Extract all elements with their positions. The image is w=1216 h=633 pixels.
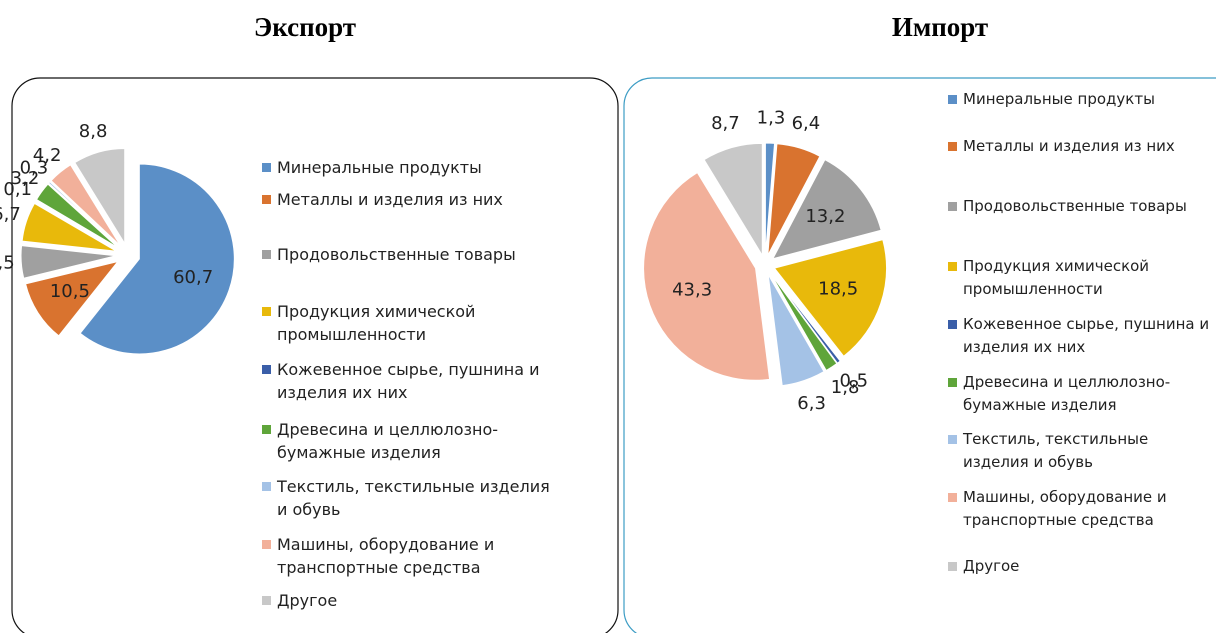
pie-slice: [48, 181, 120, 248]
legend-swatch: [948, 435, 957, 444]
legend-item: Продовольственные товары: [262, 243, 562, 266]
legend-swatch: [948, 262, 957, 271]
legend-item: Минеральные продукты: [948, 88, 1216, 111]
pie-slice: [34, 199, 118, 250]
chart-title: Импорт: [892, 12, 988, 42]
pie-slice: [703, 142, 763, 258]
legend-swatch: [948, 202, 957, 211]
legend-label: Кожевенное сырье, пушнина и изделия их н…: [277, 360, 540, 402]
data-label: 60,7: [173, 267, 213, 288]
legend-item: Продукция химической промышленности: [948, 255, 1216, 301]
legend-label: Машины, оборудование и транспортные сред…: [963, 488, 1167, 529]
data-label: 5,5: [0, 252, 15, 273]
pie-slice: [764, 142, 776, 256]
data-label: 0,3: [20, 157, 49, 178]
pie-slice: [21, 202, 117, 252]
data-label: 10,5: [50, 281, 90, 302]
pie-slice: [643, 171, 771, 381]
legend-swatch: [262, 596, 271, 605]
data-label: 6,4: [792, 113, 821, 134]
legend-label: Минеральные продукты: [963, 90, 1155, 108]
pie-slice: [35, 183, 119, 249]
legend-item: Машины, оборудование и транспортные сред…: [262, 533, 562, 579]
legend-swatch: [262, 482, 271, 491]
legend-item: Минеральные продукты: [262, 156, 562, 179]
legend-swatch: [948, 320, 957, 329]
data-label: 0,5: [839, 371, 868, 392]
legend-swatch: [262, 307, 271, 316]
legend-label: Металлы и изделия из них: [277, 190, 503, 209]
legend-swatch: [262, 195, 271, 204]
legend-item: Продукция химической промышленности: [262, 300, 562, 346]
data-label: 6,3: [797, 393, 826, 414]
legend-label: Продукция химической промышленности: [277, 302, 476, 344]
legend-label: Древесина и целлюлозно-бумажные изделия: [963, 373, 1171, 414]
legend-label: Продовольственные товары: [963, 197, 1187, 215]
data-label: 13,2: [805, 206, 845, 227]
pie-slice: [50, 164, 121, 247]
legend-swatch: [948, 493, 957, 502]
legend-swatch: [262, 163, 271, 172]
pie-slice: [771, 158, 882, 260]
legend-swatch: [948, 95, 957, 104]
data-label: 1,8: [831, 377, 860, 398]
data-label: 0,1: [3, 179, 32, 200]
legend-label: Продукция химической промышленности: [963, 257, 1150, 298]
data-label: 18,5: [818, 279, 858, 300]
pie-slice: [79, 163, 235, 355]
legend-item: Текстиль, текстильные изделия и обувь: [948, 428, 1216, 474]
pie-slice: [767, 274, 825, 387]
legend-label: Кожевенное сырье, пушнина и изделия их н…: [963, 315, 1210, 356]
pie-slice: [24, 260, 120, 337]
legend-label: Продовольственные товары: [277, 245, 516, 264]
legend-label: Машины, оборудование и транспортные сред…: [277, 535, 495, 577]
panel: [11, 77, 619, 633]
legend-label: Текстиль, текстильные изделия и обувь: [963, 430, 1149, 471]
legend-item: Кожевенное сырье, пушнина и изделия их н…: [262, 358, 562, 404]
legend-item: Металлы и изделия из них: [262, 188, 562, 211]
pie-slice: [74, 147, 126, 246]
data-label: 3,2: [11, 168, 40, 189]
legend-item: Текстиль, текстильные изделия и обувь: [262, 475, 562, 521]
pie-slice: [20, 245, 117, 279]
legend-swatch: [262, 425, 271, 434]
legend-item: Другое: [262, 589, 562, 612]
legend-item: Другое: [948, 555, 1216, 578]
data-label: 8,8: [79, 121, 108, 142]
data-label: 1,3: [757, 107, 786, 128]
legend-swatch: [948, 142, 957, 151]
legend-item: Металлы и изделия из них: [948, 135, 1216, 158]
pie-slice: [770, 273, 838, 372]
legend-item: Древесина и целлюлозно-бумажные изделия: [262, 418, 562, 464]
legend-item: Древесина и целлюлозно-бумажные изделия: [948, 371, 1216, 417]
legend-label: Металлы и изделия из них: [963, 137, 1175, 155]
legend-item: Кожевенное сырье, пушнина и изделия их н…: [948, 313, 1216, 359]
panel: [623, 77, 1216, 633]
pie-slice: [773, 239, 887, 357]
chart-title: Экспорт: [254, 12, 356, 42]
legend-label: Текстиль, текстильные изделия и обувь: [277, 477, 550, 519]
pie-slice: [767, 143, 821, 256]
legend-swatch: [262, 540, 271, 549]
legend-swatch: [948, 562, 957, 571]
data-label: 43,3: [672, 279, 712, 300]
legend-item: Продовольственные товары: [948, 195, 1216, 218]
pie-slice: [770, 272, 841, 364]
legend-swatch: [948, 378, 957, 387]
data-label: 8,7: [711, 113, 740, 134]
data-label: 6,7: [0, 204, 21, 225]
legend-label: Минеральные продукты: [277, 158, 482, 177]
legend-label: Другое: [277, 591, 338, 610]
data-label: 4,2: [33, 145, 62, 166]
legend-label: Другое: [963, 557, 1020, 575]
legend-label: Древесина и целлюлозно-бумажные изделия: [277, 420, 499, 462]
legend-swatch: [262, 365, 271, 374]
legend-item: Машины, оборудование и транспортные сред…: [948, 486, 1216, 532]
legend-swatch: [262, 250, 271, 259]
